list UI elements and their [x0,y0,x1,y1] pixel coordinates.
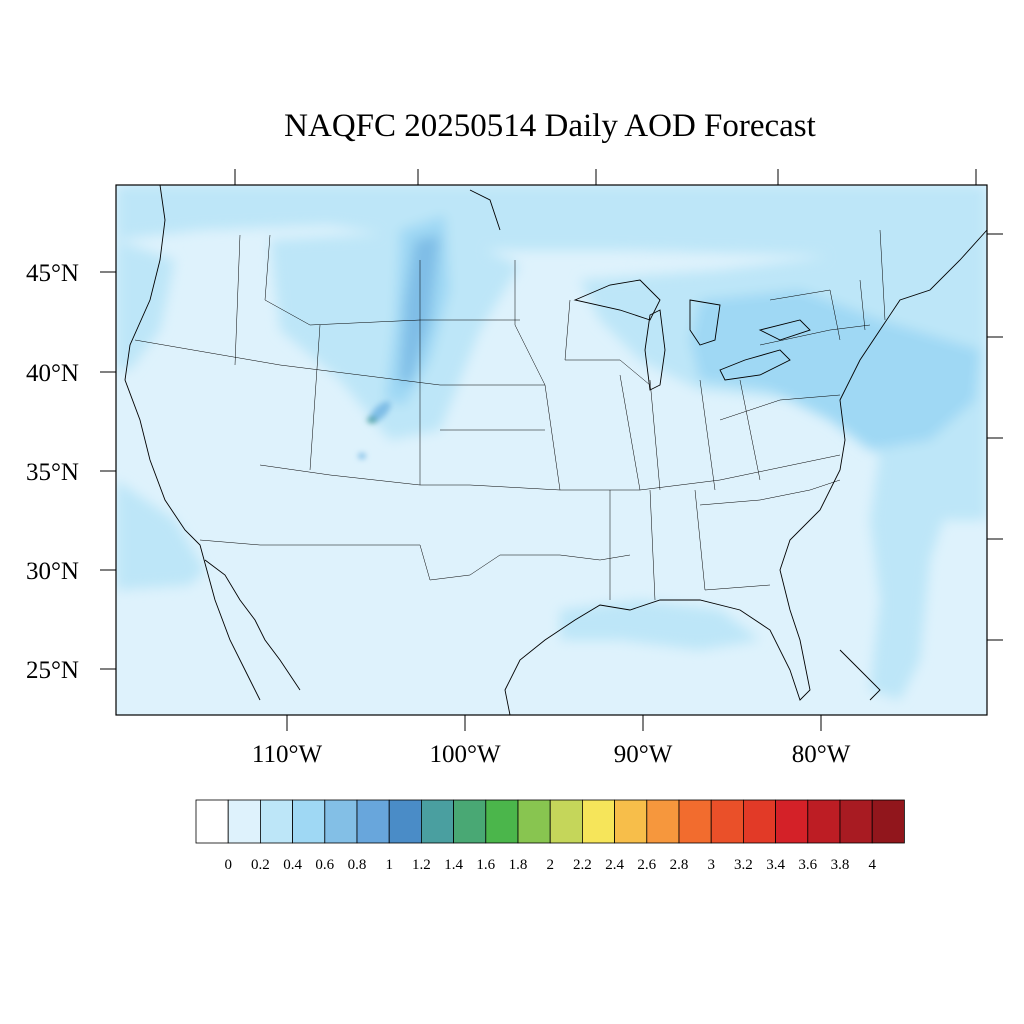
coastlines [124,185,987,715]
map-title: NAQFC 20250514 Daily AOD Forecast [284,108,816,144]
lat-label: 25°N [26,657,79,684]
colorbar: 0 0.2 0.4 0.6 0.8 1 1.2 1.4 1.6 1.8 2 2.2 2.4 2.6 2.8 3… [195,799,905,873]
lat-label: 40°N [26,360,79,387]
aod-hotspot [358,401,391,459]
colorbar-swatch [582,799,616,844]
colorbar-label: 3.8 [831,857,850,873]
colorbar-swatch [517,799,551,844]
colorbar-swatch [195,799,229,844]
colorbar-label: 0.4 [283,857,302,873]
colorbar-swatch [292,799,326,844]
colorbar-swatch [388,799,422,844]
colorbar-swatch [743,799,777,844]
colorbar-label: 2 [546,857,554,873]
colorbar-swatch [549,799,583,844]
state-borders [134,229,886,601]
colorbar-label: 0.8 [348,857,367,873]
lon-label: 100°W [429,741,500,768]
colorbar-label: 3.4 [766,857,785,873]
colorbar-swatch [485,799,519,844]
colorbar-label: 2.6 [637,857,656,873]
colorbar-label: 4 [868,857,876,873]
colorbar-swatch [614,799,648,844]
colorbar-swatch [871,799,905,844]
latitude-labels: 45°N 40°N 35°N 30°N 25°N [26,260,79,684]
colorbar-swatch [227,799,261,844]
lon-label: 90°W [614,741,673,768]
lon-label: 80°W [792,741,851,768]
colorbar-label: 2.8 [670,857,689,873]
colorbar-swatch [259,799,293,844]
colorbar-label: 1.6 [476,857,495,873]
colorbar-label: 2.2 [573,857,592,873]
colorbar-label: 2.4 [605,857,624,873]
colorbar-label: 1.4 [444,857,463,873]
colorbar-label: 0 [224,857,232,873]
colorbar-label: 0.6 [315,857,334,873]
colorbar-swatch [646,799,680,844]
colorbar-swatch [710,799,744,844]
colorbar-swatch [324,799,358,844]
colorbar-swatch [453,799,487,844]
axis-ticks [100,169,1003,731]
colorbar-label: 3.2 [734,857,753,873]
colorbar-label: 1 [385,857,393,873]
lat-label: 30°N [26,558,79,585]
map-frame [115,184,988,716]
lon-label: 110°W [252,741,323,768]
longitude-labels: 110°W 100°W 90°W 80°W [252,741,851,768]
colorbar-swatch [807,799,841,844]
colorbar-label: 1.8 [509,857,528,873]
lat-label: 35°N [26,459,79,486]
colorbar-swatch [678,799,712,844]
colorbar-label: 0.2 [251,857,270,873]
colorbar-swatch [420,799,454,844]
colorbar-swatch [356,799,390,844]
colorbar-label: 1.2 [412,857,431,873]
lat-label: 45°N [26,260,79,287]
colorbar-swatch [775,799,809,844]
colorbar-swatch [839,799,873,844]
colorbar-label: 3 [707,857,715,873]
map-panel [116,185,987,715]
colorbar-label: 3.6 [798,857,817,873]
